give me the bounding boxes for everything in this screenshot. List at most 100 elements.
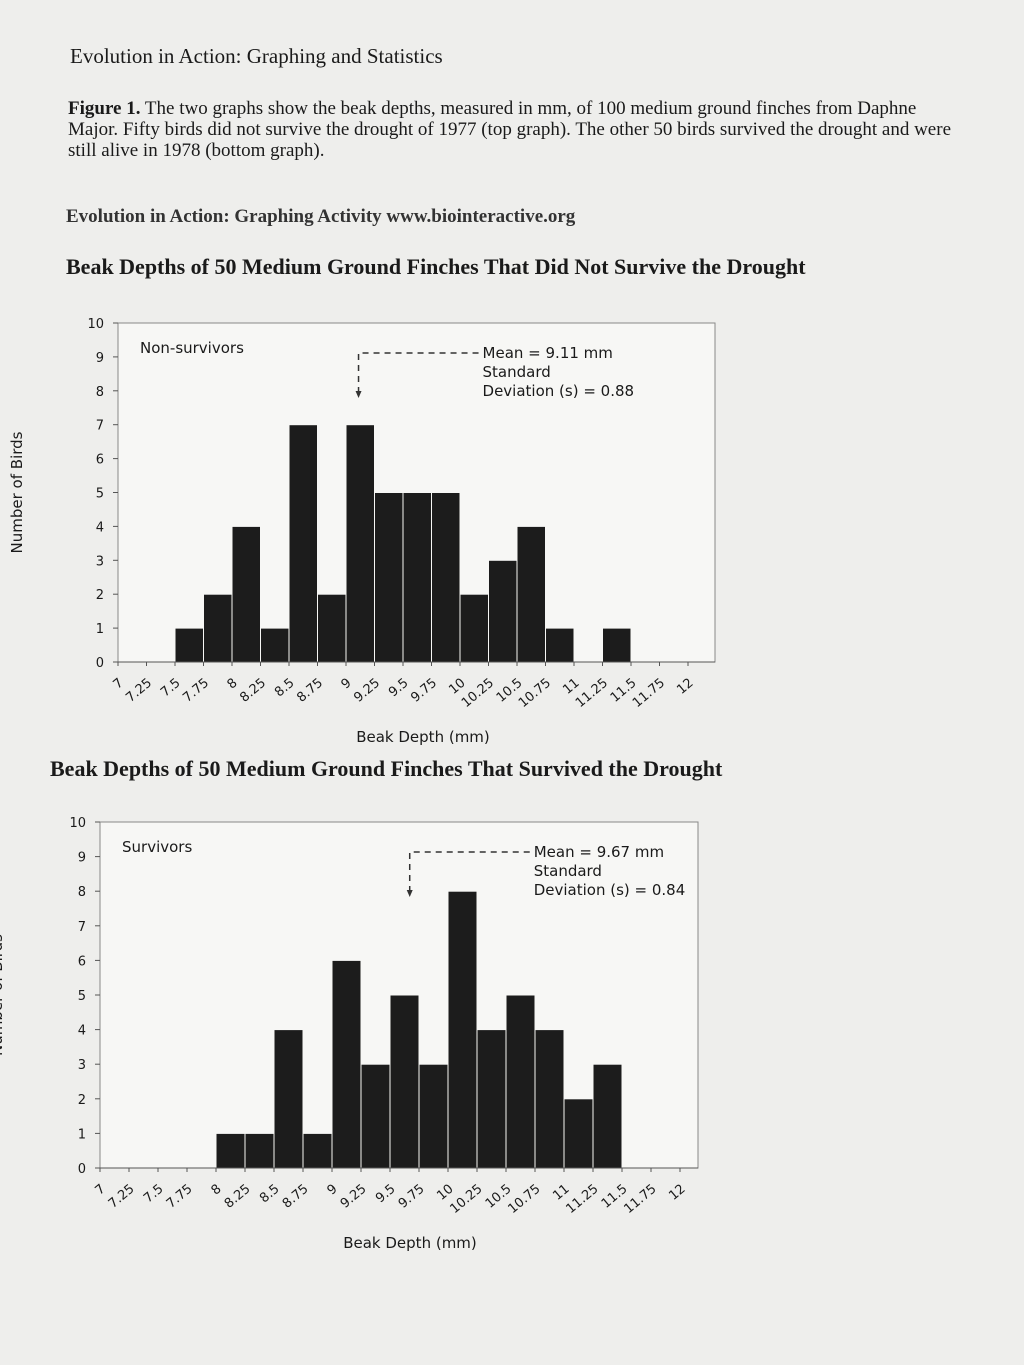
bar: [418, 1063, 449, 1169]
x-tick-label: 7.75: [164, 1182, 196, 1212]
x-tick-label: 9.75: [396, 1182, 428, 1212]
bar: [302, 1132, 333, 1169]
x-axis-label: Beak Depth (mm): [356, 728, 490, 746]
y-tick-label: 9: [78, 851, 86, 866]
x-tick-label: 9.75: [408, 676, 440, 706]
y-tick-label: 0: [96, 656, 104, 671]
panel-label: Survivors: [122, 838, 192, 856]
bar: [447, 890, 478, 1169]
y-tick-label: 6: [96, 453, 104, 468]
y-tick-label: 3: [96, 554, 104, 569]
bar: [505, 994, 536, 1169]
bar: [402, 492, 432, 663]
panel-label: Non-survivors: [140, 339, 244, 357]
y-tick-label: 3: [78, 1058, 86, 1073]
bar: [360, 1063, 391, 1169]
y-tick-label: 7: [96, 419, 104, 434]
x-tick-label: 7.25: [106, 1182, 138, 1212]
mean-label: Mean = 9.11 mm: [483, 344, 613, 362]
y-tick-label: 5: [78, 989, 86, 1004]
sd-label: Standard: [534, 862, 602, 880]
sd-label: Deviation (s) = 0.84: [534, 881, 686, 899]
x-tick-label: 9: [325, 1182, 341, 1199]
y-tick-label: 4: [96, 520, 104, 535]
bar: [592, 1063, 623, 1169]
x-tick-label: 7: [111, 676, 127, 693]
bar: [374, 492, 404, 663]
mean-arrow: [357, 352, 479, 393]
x-tick-label: 12: [674, 676, 696, 698]
bar: [231, 525, 261, 663]
mean-label: Mean = 9.67 mm: [534, 843, 664, 861]
x-tick-label: 7.5: [141, 1182, 166, 1207]
x-tick-label: 10.75: [505, 1182, 543, 1217]
x-tick-label: 8: [209, 1182, 225, 1199]
x-tick-label: 7.25: [123, 676, 155, 706]
y-tick-label: 6: [78, 954, 86, 969]
x-tick-label: 8.5: [272, 676, 297, 701]
x-tick-label: 9.25: [338, 1182, 370, 1212]
bar: [260, 627, 290, 663]
y-tick-label: 7: [78, 920, 86, 935]
bar: [215, 1132, 246, 1169]
caption-block: Figure 1. The two graphs show the beak d…: [68, 98, 968, 161]
x-tick-label: 9.5: [386, 676, 411, 701]
bar: [273, 1029, 304, 1169]
x-tick-label: 12: [666, 1182, 688, 1204]
figure-label: Figure 1.: [68, 98, 141, 119]
bar: [476, 1029, 507, 1169]
arrow-head: [355, 391, 362, 398]
bar: [288, 424, 318, 663]
y-tick-label: 5: [96, 487, 104, 502]
bar: [317, 593, 347, 663]
x-tick-label: 8.25: [222, 1182, 254, 1212]
y-axis-label: Number of Birds: [8, 431, 26, 553]
bar: [345, 424, 375, 663]
mean-arrow: [408, 851, 530, 892]
bar: [534, 1029, 565, 1169]
sd-label: Deviation (s) = 0.88: [483, 382, 635, 400]
bar: [244, 1132, 275, 1169]
x-tick-label: 7.5: [158, 676, 183, 701]
y-tick-label: 10: [69, 816, 86, 831]
y-tick-label: 1: [96, 622, 104, 637]
bar: [516, 525, 546, 663]
y-tick-label: 9: [96, 351, 104, 366]
x-tick-label: 9: [339, 676, 355, 693]
bar: [331, 959, 362, 1169]
caption: The two graphs show the beak depths, mea…: [68, 98, 951, 161]
bar: [545, 627, 575, 663]
x-tick-label: 11.25: [573, 676, 611, 711]
source: Evolution in Action: Graphing Activity w…: [66, 206, 576, 227]
x-tick-label: 8.75: [280, 1182, 312, 1212]
x-tick-label: 7.75: [180, 676, 212, 706]
y-tick-label: 10: [87, 317, 104, 332]
y-tick-label: 8: [96, 385, 104, 400]
y-axis-label: Number of Birds: [0, 934, 6, 1056]
bar: [563, 1098, 594, 1169]
y-tick-label: 0: [78, 1162, 86, 1177]
x-tick-label: 8: [225, 676, 241, 693]
x-tick-label: 10.25: [447, 1182, 485, 1217]
chart-title: Beak Depths of 50 Medium Ground Finches …: [50, 756, 723, 781]
x-tick-label: 7: [93, 1182, 109, 1199]
sd-label: Standard: [483, 363, 551, 381]
bar: [174, 627, 204, 663]
bar: [431, 492, 461, 663]
x-tick-label: 8.5: [257, 1182, 282, 1207]
y-tick-label: 1: [78, 1127, 86, 1142]
bar: [488, 559, 518, 663]
y-tick-label: 2: [96, 588, 104, 603]
doc-title: Evolution in Action: Graphing and Statis…: [70, 44, 443, 68]
y-tick-label: 4: [78, 1024, 86, 1039]
x-tick-label: 9.5: [373, 1182, 398, 1207]
bar: [602, 627, 632, 663]
x-tick-label: 10.25: [459, 676, 497, 711]
x-axis-label: Beak Depth (mm): [343, 1234, 477, 1252]
chart-title: Beak Depths of 50 Medium Ground Finches …: [66, 254, 806, 279]
x-tick-label: 9.25: [351, 676, 383, 706]
x-tick-label: 8.25: [237, 676, 269, 706]
bar: [389, 994, 420, 1169]
